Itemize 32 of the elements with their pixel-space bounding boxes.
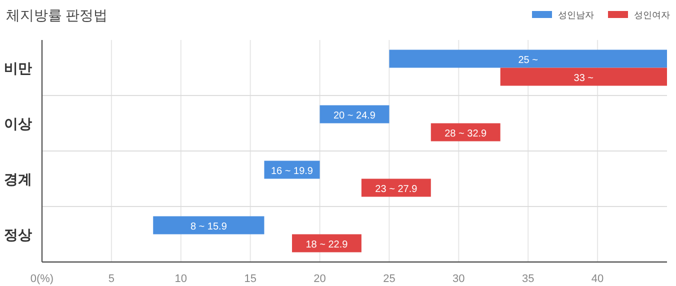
annotation: 25 ~: [518, 54, 538, 66]
x-tick-label: 10: [174, 273, 188, 285]
y-tick-label: 정상: [4, 228, 32, 244]
y-tick-label: 이상: [4, 117, 32, 132]
bar: [389, 50, 667, 68]
annotation: 18 ~ 22.9: [306, 239, 348, 250]
annotation: 16 ~ 19.9: [271, 166, 314, 177]
annotation: 20 ~ 24.9: [334, 110, 376, 122]
x-tick-label: 15: [244, 273, 256, 285]
annotation: 33 ~: [574, 72, 594, 84]
bar: [361, 178, 431, 197]
x-tick-label: 40: [591, 273, 604, 285]
x-tick-label: 35: [522, 273, 534, 285]
bar: [430, 123, 500, 142]
bar: [320, 105, 390, 124]
x-tick-label: 30: [452, 273, 465, 285]
annotation: 28 ~ 32.9: [444, 128, 488, 140]
legend-label: 성인남자: [558, 10, 594, 20]
y-tick-label: 경계: [4, 172, 32, 188]
x-tick-label: 5: [108, 273, 115, 285]
bar: [500, 68, 667, 86]
x-tick-label: 20: [314, 273, 326, 285]
annotation: 8 ~ 15.9: [190, 221, 228, 232]
bar: [153, 216, 264, 234]
x-tick-label: 0(%): [30, 273, 54, 285]
annotation: 23 ~ 27.9: [375, 184, 418, 195]
legend-label: 성인여자: [634, 10, 670, 20]
bar: [264, 160, 320, 179]
bar: [292, 234, 362, 252]
x-tick-label: 25: [383, 273, 396, 285]
y-tick-label: 비만: [4, 62, 32, 77]
chart-title: 체지방률 판정법: [6, 9, 108, 24]
